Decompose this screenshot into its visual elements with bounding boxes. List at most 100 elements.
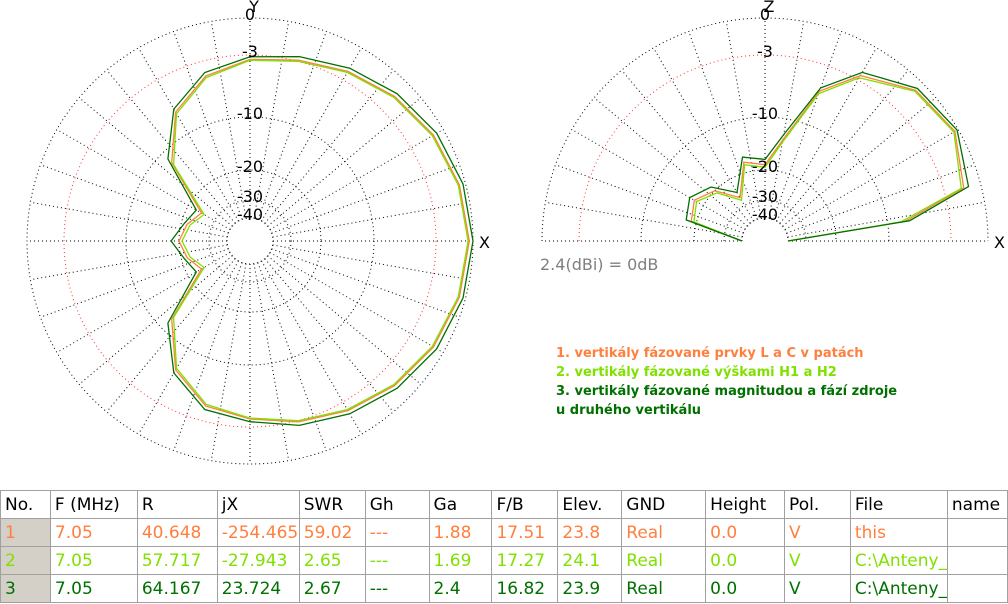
spoke bbox=[253, 21, 290, 219]
pattern-curve bbox=[167, 55, 474, 427]
ring-label: -10 bbox=[237, 104, 263, 123]
header-cell: Ga bbox=[428, 490, 493, 519]
spoke bbox=[253, 263, 290, 461]
ring-label: -20 bbox=[237, 157, 263, 176]
spoke bbox=[768, 21, 805, 219]
ring bbox=[578, 54, 952, 242]
header-cell: Height bbox=[705, 490, 786, 519]
spoke bbox=[78, 255, 233, 385]
spoke bbox=[782, 97, 937, 227]
ring bbox=[541, 17, 989, 242]
ring-label: 0 bbox=[245, 5, 255, 24]
spoke bbox=[776, 47, 877, 222]
spoke bbox=[56, 129, 231, 230]
pattern-curve bbox=[690, 74, 965, 242]
table-cell: 17.51 bbox=[491, 518, 559, 547]
legend-entry: 3. vertikály fázované magnitudou a fází … bbox=[556, 384, 897, 399]
table-cell: -254.465 bbox=[216, 518, 300, 547]
table-cell: 1.88 bbox=[428, 518, 493, 547]
table-cell: 2 bbox=[0, 546, 51, 575]
ring bbox=[226, 217, 274, 265]
table-cell: 3 bbox=[0, 574, 51, 603]
table-cell: --- bbox=[364, 518, 430, 547]
legend-entry: 1. vertikály fázované prvky L a C v patá… bbox=[556, 346, 864, 361]
spoke bbox=[261, 260, 362, 435]
axis-label: X bbox=[994, 233, 1005, 252]
table-cell: --- bbox=[364, 574, 430, 603]
table-cell: 1.69 bbox=[428, 546, 493, 575]
ring-label: -3 bbox=[242, 42, 258, 61]
spoke bbox=[772, 31, 842, 220]
axis-label: Z bbox=[764, 0, 775, 16]
ring-label: -30 bbox=[237, 187, 263, 206]
spoke bbox=[40, 164, 229, 234]
table-cell: Real bbox=[621, 518, 707, 547]
ring-label: -10 bbox=[752, 104, 778, 123]
header-cell: Pol. bbox=[784, 490, 851, 519]
ring-label: -40 bbox=[752, 205, 778, 224]
table-cell: 64.167 bbox=[136, 574, 218, 603]
spoke bbox=[267, 255, 422, 385]
ring bbox=[208, 199, 292, 283]
table-cell: 16.82 bbox=[491, 574, 559, 603]
spoke bbox=[173, 31, 243, 220]
pattern-curve bbox=[172, 59, 469, 422]
ring bbox=[63, 54, 437, 428]
ring bbox=[723, 199, 807, 242]
ring bbox=[693, 169, 837, 242]
spoke bbox=[264, 258, 394, 413]
table-row: 2 7.05 57.717 -27.943 2.65 --- 1.69 17.27 24.1 Re… bbox=[0, 546, 1008, 575]
header-cell: GND bbox=[621, 490, 707, 519]
spoke bbox=[271, 248, 460, 318]
spoke bbox=[688, 31, 758, 220]
spoke bbox=[269, 129, 444, 230]
spoke bbox=[593, 97, 748, 227]
header-cell: Elev. bbox=[557, 490, 623, 519]
table-cell: Real bbox=[621, 546, 707, 575]
legend-entry: 2. vertikály fázované výškami H1 a H2 bbox=[556, 365, 837, 380]
table-cell: 7.05 bbox=[49, 518, 138, 547]
table-cell: this bbox=[849, 518, 948, 547]
spoke bbox=[106, 258, 236, 413]
header-cell: R bbox=[136, 490, 218, 519]
spoke bbox=[271, 164, 460, 234]
spoke bbox=[106, 69, 236, 224]
spoke bbox=[30, 201, 228, 238]
plots: 0-3-10-20-30-40YX0-3-10-20-30-40ZX2.4(dB… bbox=[26, 0, 1005, 465]
header-cell: jX bbox=[216, 490, 300, 519]
spoke bbox=[571, 129, 746, 230]
ring bbox=[178, 169, 322, 313]
header-cell: name bbox=[946, 490, 1008, 519]
table-row: 1 7.05 40.648 -254.465 59.02 --- 1.88 17.51 23.8… bbox=[0, 518, 1008, 547]
spoke bbox=[784, 129, 959, 230]
table-cell: 23.724 bbox=[216, 574, 300, 603]
table-cell: 23.9 bbox=[557, 574, 623, 603]
table-cell: 59.02 bbox=[298, 518, 366, 547]
spoke bbox=[78, 97, 233, 227]
legend-entry: u druhého vertikálu bbox=[556, 403, 701, 418]
table-cell: 0.0 bbox=[705, 518, 786, 547]
spoke bbox=[173, 262, 243, 451]
spoke bbox=[653, 47, 754, 222]
table-cell: 0.0 bbox=[705, 546, 786, 575]
table-cell bbox=[946, 518, 1008, 547]
spoke bbox=[272, 201, 470, 238]
table-cell: 2.4 bbox=[428, 574, 493, 603]
ring-label: -40 bbox=[237, 205, 263, 224]
header-cell: F (MHz) bbox=[49, 490, 138, 519]
header-cell: F/B bbox=[491, 490, 559, 519]
spoke bbox=[269, 252, 444, 353]
spoke bbox=[621, 69, 751, 224]
table-cell: V bbox=[784, 574, 851, 603]
ring-label: 0 bbox=[760, 5, 770, 24]
spoke bbox=[138, 47, 239, 222]
spoke bbox=[264, 69, 394, 224]
table-cell: C:\Anteny_ bbox=[849, 574, 948, 603]
table-cell: 23.8 bbox=[557, 518, 623, 547]
spoke bbox=[786, 164, 975, 234]
table-cell: 7.05 bbox=[49, 546, 138, 575]
table-cell: 24.1 bbox=[557, 546, 623, 575]
